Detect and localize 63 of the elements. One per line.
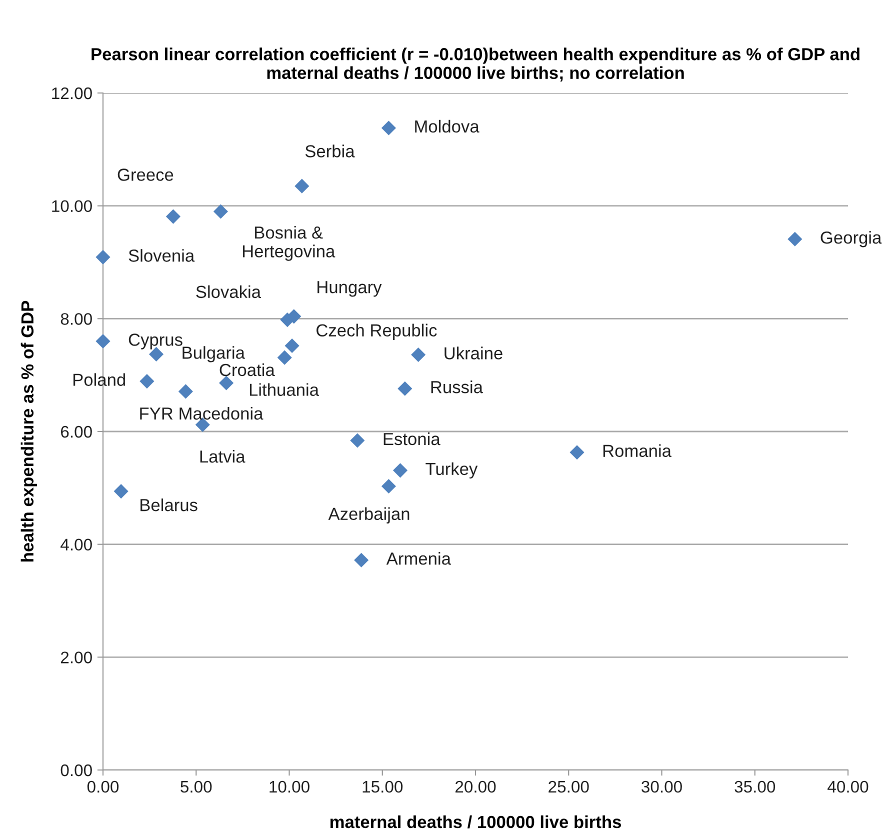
annotation: Belarus: [140, 498, 198, 512]
annotation: Czech Republic: [316, 324, 437, 340]
point: [284, 338, 300, 354]
point: [788, 232, 802, 246]
annotation: Cyprus: [128, 334, 182, 350]
annotation: Slovakia: [196, 285, 261, 298]
annotation: Lithuania: [250, 383, 319, 396]
annotation: Azerbaijan: [328, 507, 410, 524]
point: [398, 381, 412, 396]
point: [392, 463, 408, 478]
annotation: Russia: [431, 380, 483, 394]
point: [354, 552, 369, 568]
y-tick-label: 10.00: [52, 200, 92, 212]
annotation: Ukraine: [444, 346, 502, 360]
annotation: Croatia: [220, 363, 275, 376]
point: [381, 478, 396, 494]
annotation: Serbia: [305, 144, 355, 158]
y-tick-label: 12.00: [52, 87, 92, 100]
point: [213, 204, 228, 219]
point: [350, 433, 365, 448]
annotation: FYR Macedonia: [140, 406, 264, 420]
annotation: Estonia: [384, 432, 440, 446]
point: [96, 334, 110, 349]
annotation: Bosnia & Hertegovina: [242, 226, 336, 261]
point: [166, 209, 180, 224]
point: [114, 484, 128, 499]
chart-title: Pearson linear correlation coefficient (r = -0.010)between health expenditure as % of GDP and maternal deaths / 100000 live births; no correlation: [92, 48, 860, 82]
annotation: Slovenia: [128, 249, 195, 262]
point: [140, 374, 154, 389]
y-tick-label: 6.00: [60, 426, 92, 438]
point: [381, 120, 396, 136]
annotation: Latvia: [200, 450, 246, 463]
y-tick-label: 0.00: [60, 764, 92, 776]
point: [294, 178, 310, 194]
point: [178, 384, 193, 399]
annotation: Moldova: [415, 120, 480, 133]
annotation: Turkey: [426, 462, 478, 479]
point: [219, 376, 234, 390]
annotation: Bulgaria: [182, 346, 245, 362]
annotation: Greece: [118, 168, 174, 181]
y-axis-title: health expenditure as % of GDP: [20, 300, 37, 562]
x-tick-label: 0.00: [87, 780, 119, 793]
point: [96, 250, 110, 264]
y-tick-label: 8.00: [60, 313, 92, 325]
annotation: Romania: [603, 444, 672, 458]
x-tick-label: 25.00: [548, 780, 589, 793]
y-tick-label: 2.00: [60, 652, 92, 664]
annotation: Georgia: [820, 231, 882, 248]
x-axis-title: maternal deaths / 100000 live births: [330, 815, 621, 828]
x-tick-label: 20.00: [455, 780, 496, 793]
annotation: Armenia: [386, 552, 451, 565]
point: [570, 445, 584, 460]
x-tick-label: 15.00: [362, 780, 403, 793]
x-tick-label: 35.00: [734, 780, 776, 793]
y-tick-label: 4.00: [60, 538, 92, 551]
x-tick-label: 30.00: [642, 780, 682, 793]
annotation: Hungary: [318, 281, 382, 297]
x-tick-label: 40.00: [828, 780, 868, 793]
x-tick-label: 5.00: [180, 780, 212, 793]
point: [277, 350, 292, 365]
x-tick-label: 10.00: [270, 780, 310, 793]
annotation: Poland: [73, 373, 126, 386]
point: [411, 347, 426, 362]
